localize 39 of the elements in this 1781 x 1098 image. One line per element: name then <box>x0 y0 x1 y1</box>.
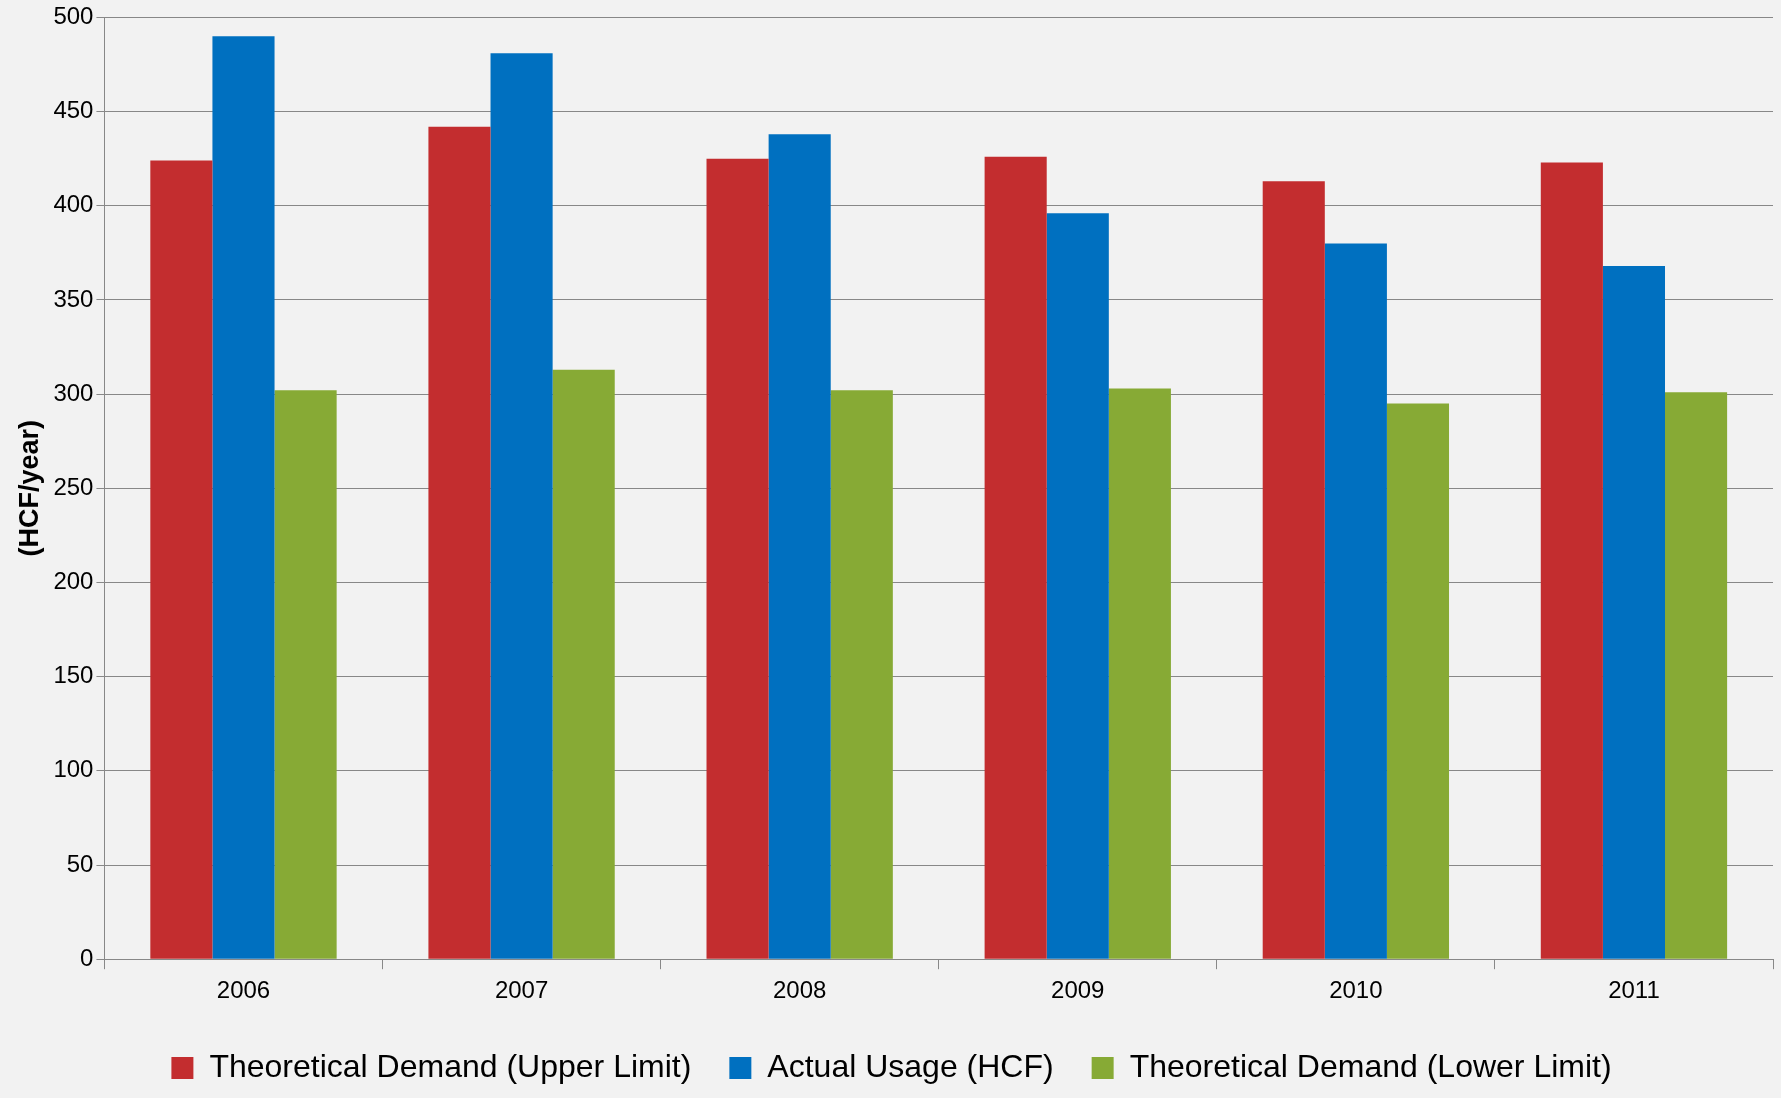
bar <box>984 156 1047 959</box>
x-tick-label: 2007 <box>494 976 549 1004</box>
y-tick-label: 250 <box>53 472 94 500</box>
bar <box>706 158 769 959</box>
y-tick-label: 350 <box>53 284 94 312</box>
bar <box>1602 266 1666 959</box>
legend-label: Theoretical Demand (Upper Limit) <box>209 1047 692 1084</box>
x-tick-label: 2010 <box>1329 976 1383 1004</box>
y-tick-label: 300 <box>53 378 94 406</box>
y-axis-title: (HCF/year) <box>13 420 44 557</box>
bar <box>1108 388 1171 959</box>
y-tick-label: 50 <box>66 849 94 877</box>
x-tick-label: 2008 <box>772 976 827 1004</box>
bar <box>830 390 893 959</box>
x-tick-label: 2011 <box>1608 976 1660 1004</box>
bar <box>1665 392 1728 959</box>
y-tick-label: 100 <box>53 755 94 783</box>
bar <box>768 134 831 959</box>
y-tick-label: 0 <box>80 943 94 971</box>
bar <box>212 36 275 959</box>
bar <box>428 126 491 959</box>
y-tick-label: 500 <box>53 2 94 30</box>
bar <box>274 390 337 959</box>
legend-label: Theoretical Demand (Lower Limit) <box>1129 1047 1612 1084</box>
x-tick-label: 2006 <box>216 976 271 1004</box>
bar <box>1386 403 1450 959</box>
y-tick-label: 200 <box>53 567 94 595</box>
y-tick-label: 450 <box>53 96 94 124</box>
bar <box>150 160 213 959</box>
bar <box>490 53 553 959</box>
bar <box>1324 243 1387 959</box>
bar <box>1046 213 1109 959</box>
bar <box>552 369 615 959</box>
bar <box>1262 181 1325 959</box>
y-tick-label: 400 <box>53 190 94 218</box>
x-tick-label: 2009 <box>1051 976 1105 1004</box>
legend-label: Actual Usage (HCF) <box>767 1047 1054 1084</box>
y-tick-label: 150 <box>53 661 94 689</box>
bar <box>1540 162 1603 959</box>
